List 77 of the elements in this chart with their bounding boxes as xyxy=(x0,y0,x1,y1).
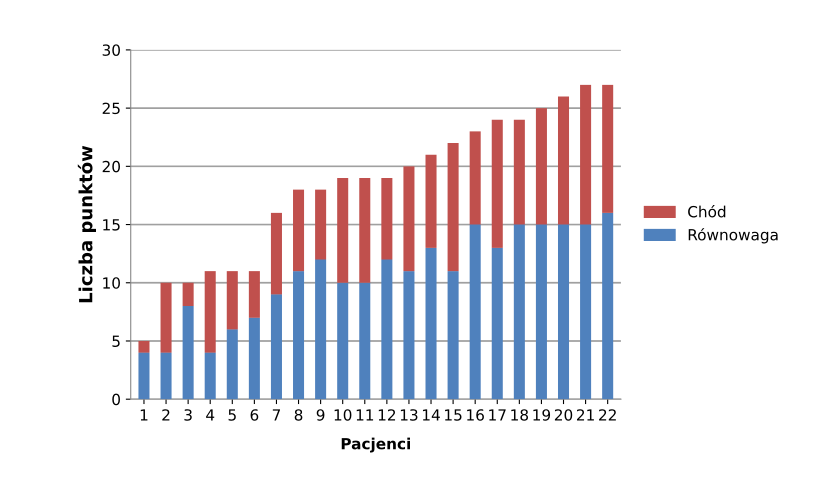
bar xyxy=(160,352,172,400)
y-tick-label: 15 xyxy=(103,219,120,231)
bar xyxy=(226,329,238,400)
bar xyxy=(160,282,172,353)
bar xyxy=(337,282,348,400)
x-tick-label: 3 xyxy=(184,409,192,421)
bar xyxy=(492,120,503,248)
bar xyxy=(204,271,216,353)
bar xyxy=(381,178,392,260)
x-tick-label: 19 xyxy=(533,409,550,421)
bar xyxy=(337,178,348,283)
bar xyxy=(248,271,260,318)
x-tick-label: 17 xyxy=(489,409,506,421)
x-tick-label: 12 xyxy=(378,409,396,421)
x-tick-label: 1 xyxy=(140,409,148,421)
bar xyxy=(470,224,481,400)
bar xyxy=(602,212,614,400)
x-tick-label: 2 xyxy=(162,409,170,421)
bar xyxy=(426,154,437,248)
bar xyxy=(536,224,547,400)
x-tick-label: 20 xyxy=(554,409,572,421)
bar xyxy=(580,84,592,225)
y-tick-label: 0 xyxy=(112,394,120,406)
x-tick-label: 11 xyxy=(356,409,374,421)
bar xyxy=(270,212,282,294)
bar xyxy=(293,190,304,272)
bar xyxy=(182,306,194,400)
bar xyxy=(514,224,525,400)
bar xyxy=(470,131,481,225)
bar xyxy=(403,271,414,400)
x-tick-label: 7 xyxy=(272,409,280,421)
y-tick-label: 20 xyxy=(102,160,120,172)
x-tick-label: 9 xyxy=(316,409,324,421)
bar xyxy=(514,120,525,225)
x-tick-label: 16 xyxy=(467,409,484,421)
bar xyxy=(315,190,326,260)
bar xyxy=(182,282,194,306)
bar xyxy=(426,248,437,400)
bar xyxy=(204,352,216,400)
y-axis-title: Liczba punktów xyxy=(78,146,96,302)
bar xyxy=(270,294,282,400)
y-tick-label: 25 xyxy=(102,102,120,114)
bar xyxy=(448,271,459,400)
x-tick-label: 8 xyxy=(294,409,302,421)
bar xyxy=(315,259,326,400)
y-tick-label: 30 xyxy=(102,44,120,56)
x-tick-label: 10 xyxy=(334,409,352,421)
y-tick-label: 10 xyxy=(103,277,120,289)
bar xyxy=(359,178,370,283)
x-tick-label: 13 xyxy=(400,409,418,421)
bar xyxy=(602,84,614,213)
bar xyxy=(536,108,547,225)
bar xyxy=(558,96,570,225)
x-tick-label: 14 xyxy=(422,409,440,421)
bar xyxy=(448,143,459,272)
y-tick-label: 5 xyxy=(112,336,120,348)
bar xyxy=(248,318,260,400)
legend-label: Równowaga xyxy=(688,228,778,244)
bar xyxy=(403,166,414,272)
x-tick-label: 6 xyxy=(250,409,258,421)
x-tick-label: 15 xyxy=(445,409,462,421)
bar xyxy=(580,224,592,400)
bar xyxy=(138,352,150,400)
bar xyxy=(138,340,150,353)
bar xyxy=(558,224,570,400)
bar xyxy=(492,248,503,400)
x-axis-title: Pacjenci xyxy=(342,438,410,453)
x-tick-label: 5 xyxy=(228,409,236,421)
x-tick-label: 21 xyxy=(576,409,594,421)
bar xyxy=(226,271,238,330)
bar xyxy=(359,282,370,400)
x-tick-label: 22 xyxy=(599,409,616,421)
bar xyxy=(293,271,304,400)
x-tick-label: 4 xyxy=(206,409,214,421)
legend-label: Chód xyxy=(688,205,726,218)
x-tick-label: 18 xyxy=(511,409,528,421)
bar xyxy=(381,259,392,400)
